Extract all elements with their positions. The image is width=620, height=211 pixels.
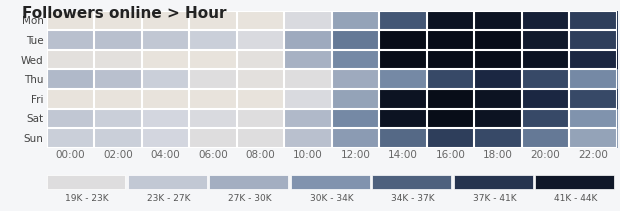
- Text: 41K - 44K: 41K - 44K: [554, 194, 598, 203]
- Text: 27K - 30K: 27K - 30K: [228, 194, 272, 203]
- Text: 23K - 27K: 23K - 27K: [147, 194, 190, 203]
- Bar: [291, 175, 370, 189]
- Text: 19K - 23K: 19K - 23K: [66, 194, 109, 203]
- Bar: [536, 175, 614, 189]
- Bar: [373, 175, 451, 189]
- Text: 37K - 41K: 37K - 41K: [473, 194, 516, 203]
- Text: 30K - 34K: 30K - 34K: [310, 194, 353, 203]
- Bar: [210, 175, 288, 189]
- Bar: [454, 175, 533, 189]
- Text: Followers online > Hour: Followers online > Hour: [22, 6, 226, 21]
- Bar: [128, 175, 206, 189]
- Bar: [46, 175, 125, 189]
- Text: 34K - 37K: 34K - 37K: [391, 194, 435, 203]
